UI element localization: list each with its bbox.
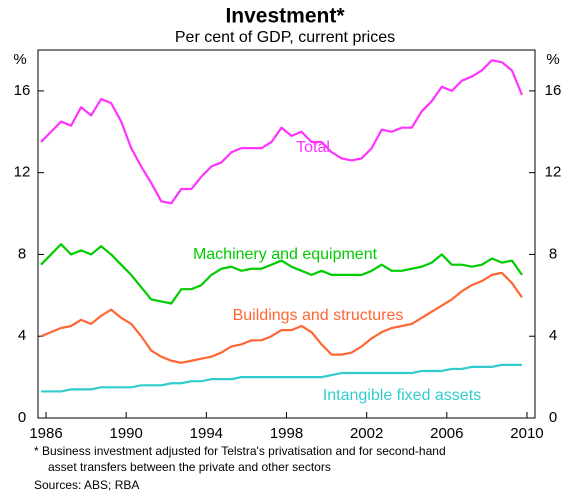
series-line xyxy=(40,243,523,305)
x-tick-label: 2002 xyxy=(350,425,383,442)
y2-tick-label: 16 xyxy=(545,82,562,99)
y-tick-label: 0 xyxy=(18,409,26,426)
series-line xyxy=(40,271,523,364)
series-label: Buildings and structures xyxy=(233,307,404,324)
x-tick-label: 1998 xyxy=(270,425,303,442)
y-tick-label: 4 xyxy=(18,327,26,344)
y-tick-label: 12 xyxy=(14,164,31,181)
y2-axis-label: % xyxy=(546,51,559,68)
series-line xyxy=(40,59,523,205)
x-tick-label: 1994 xyxy=(190,425,223,442)
x-tick-label: 2006 xyxy=(430,425,463,442)
footnote-line: asset transfers between the private and … xyxy=(48,460,331,474)
chart-title: Investment* xyxy=(225,5,345,28)
y2-tick-label: 4 xyxy=(549,327,557,344)
y-tick-label: 8 xyxy=(18,245,26,262)
y2-tick-label: 0 xyxy=(549,409,557,426)
x-tick-label: 1986 xyxy=(29,425,62,442)
footnote-line: * Business investment adjusted for Telst… xyxy=(34,444,446,458)
source: Sources: ABS; RBA xyxy=(34,478,139,492)
series-label: Total xyxy=(296,139,330,156)
series-line xyxy=(41,363,522,393)
y-axis-label: % xyxy=(13,51,26,68)
y2-tick-label: 12 xyxy=(545,164,562,181)
x-tick-label: 1990 xyxy=(109,425,142,442)
chart-subtitle: Per cent of GDP, current prices xyxy=(175,29,395,46)
y-tick-label: 16 xyxy=(14,82,31,99)
series-label: Machinery and equipment xyxy=(193,246,378,263)
y2-tick-label: 8 xyxy=(549,245,557,262)
x-tick-label: 2010 xyxy=(510,425,543,442)
series-label: Intangible fixed assets xyxy=(323,387,481,404)
